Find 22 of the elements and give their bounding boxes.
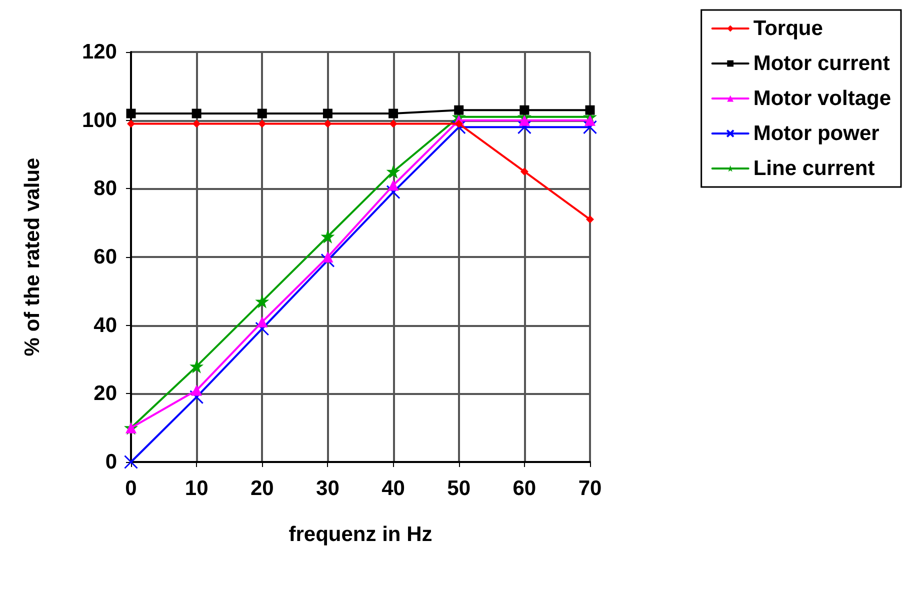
y-tick-label: 100 xyxy=(82,108,117,132)
x-tick-label: 10 xyxy=(184,477,208,500)
legend-label: Motor voltage xyxy=(753,87,892,110)
legend-label: Torque xyxy=(753,17,823,40)
y-tick-label: 20 xyxy=(94,382,117,406)
legend-label: Line current xyxy=(753,157,875,180)
y-tick-label: 80 xyxy=(94,177,117,200)
y-tick-label: 120 xyxy=(82,40,117,64)
x-tick-label: 30 xyxy=(316,477,340,500)
legend-label: Motor power xyxy=(753,122,880,145)
y-tick-label: 40 xyxy=(94,314,117,337)
x-tick-label: 70 xyxy=(578,477,602,500)
x-tick-label: 60 xyxy=(512,477,536,500)
x-tick-label: 20 xyxy=(250,477,274,500)
y-tick-label: 60 xyxy=(94,246,117,268)
x-tick-label: 0 xyxy=(125,477,137,500)
y-axis-title: % of the rated value xyxy=(21,158,44,356)
x-tick-label: 50 xyxy=(447,477,471,500)
x-axis-title: frequenz in Hz xyxy=(288,523,432,546)
y-tick-label: 0 xyxy=(105,450,117,474)
x-tick-label: 40 xyxy=(382,477,405,500)
legend-label: Motor current xyxy=(753,52,890,75)
